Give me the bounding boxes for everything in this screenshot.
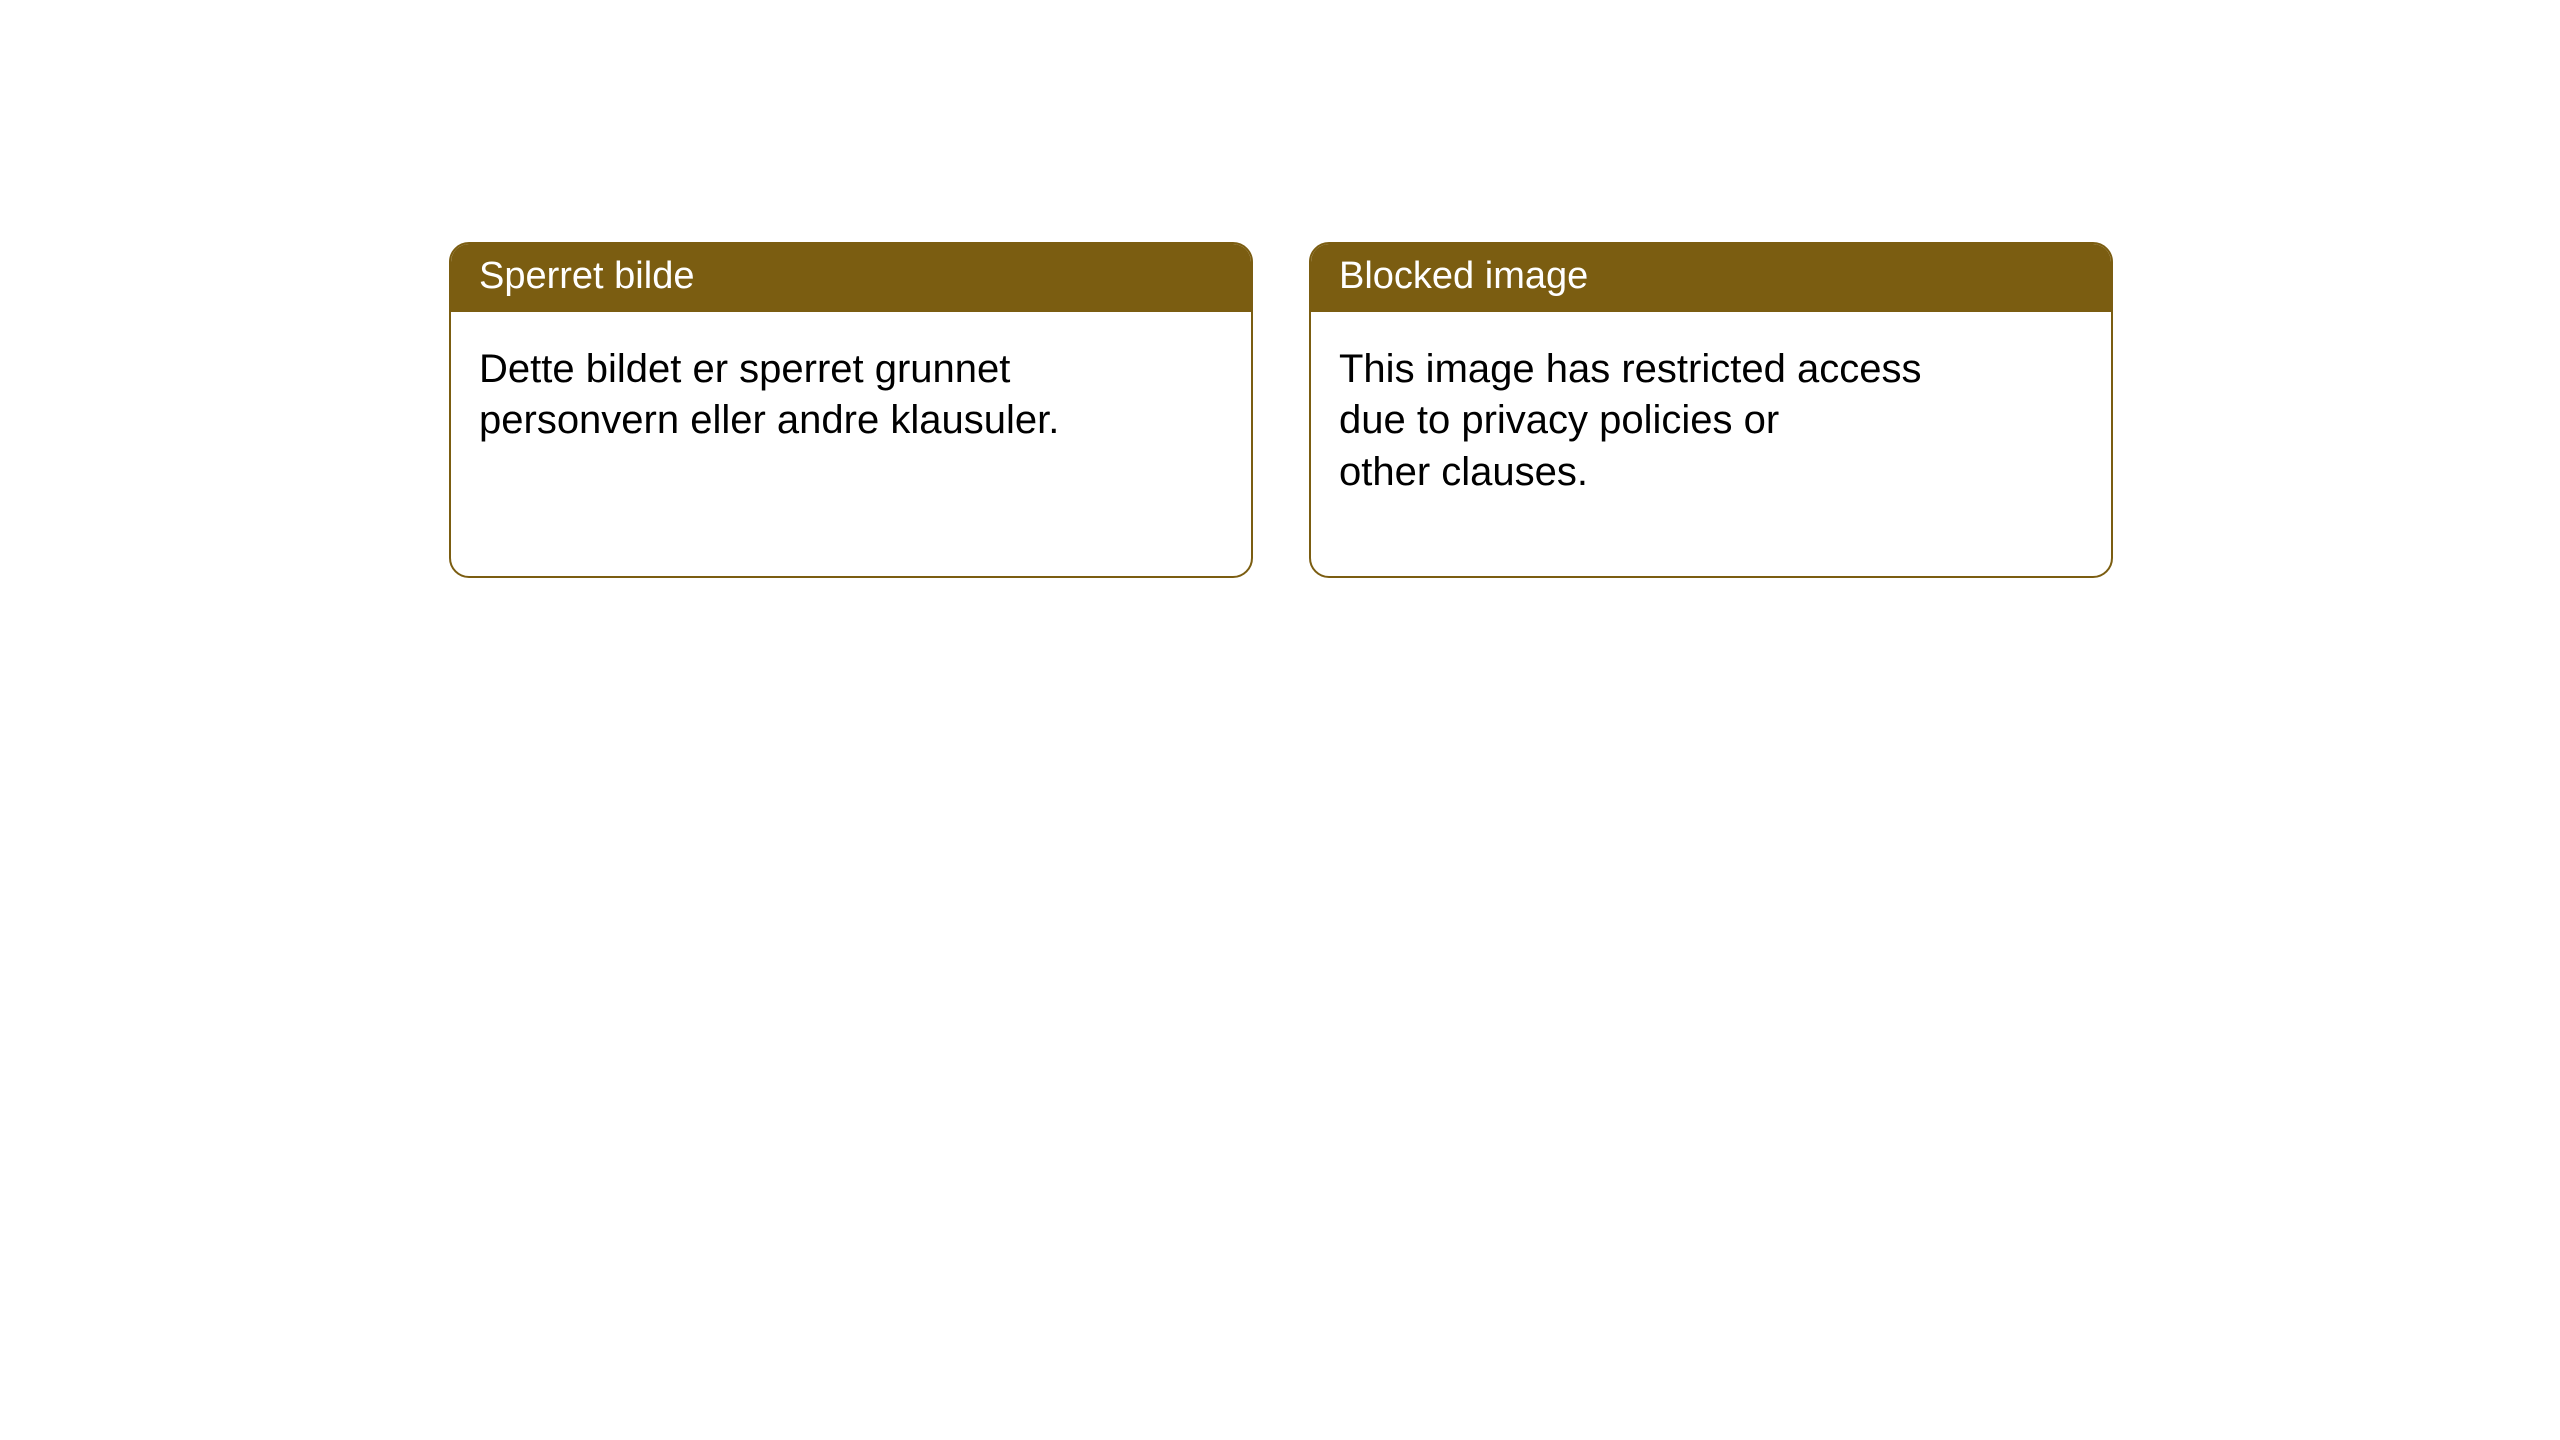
blocked-image-card-no: Sperret bilde Dette bildet er sperret gr…	[449, 242, 1253, 578]
card-container: Sperret bilde Dette bildet er sperret gr…	[0, 0, 2560, 578]
card-header: Blocked image	[1311, 244, 2111, 312]
card-body: This image has restricted access due to …	[1311, 312, 2111, 527]
card-header: Sperret bilde	[451, 244, 1251, 312]
card-body: Dette bildet er sperret grunnet personve…	[451, 312, 1251, 475]
blocked-image-card-en: Blocked image This image has restricted …	[1309, 242, 2113, 578]
